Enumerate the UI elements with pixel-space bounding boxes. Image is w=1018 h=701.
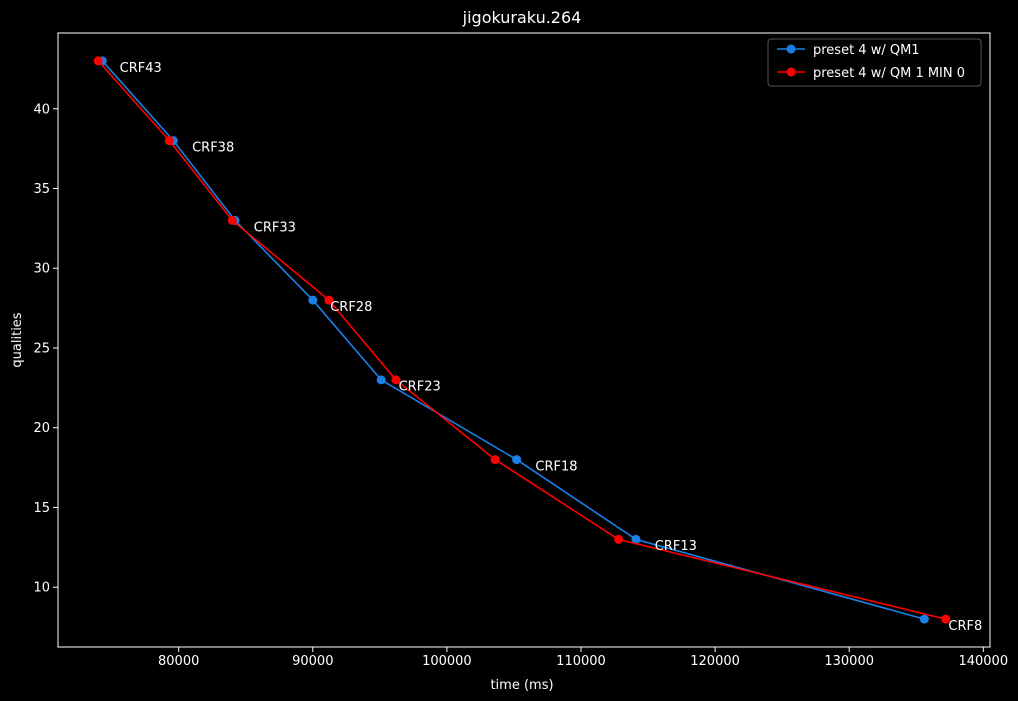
x-tick-label: 90000 [292, 654, 333, 669]
data-point [941, 614, 951, 624]
annotation-label: CRF33 [254, 220, 296, 235]
x-tick-label: 120000 [690, 654, 740, 669]
x-tick-label: 110000 [556, 654, 606, 669]
data-point [391, 375, 401, 385]
y-tick-label: 20 [33, 421, 50, 436]
x-tick-label: 80000 [158, 654, 199, 669]
series-2 [93, 56, 951, 624]
plot-area [93, 56, 951, 624]
series-line-2 [97, 60, 946, 620]
x-axis-label: time (ms) [490, 678, 553, 693]
data-point [614, 534, 624, 544]
data-point [512, 455, 522, 465]
crf-annotations: CRF43 CRF38 CRF33 CRF28 CRF23 CRF18 CRF13 CRF8 [120, 61, 983, 634]
data-point [490, 455, 500, 465]
legend-marker-2 [786, 67, 796, 77]
y-tick-label: 10 [33, 581, 50, 596]
y-tick-label: 30 [33, 262, 50, 277]
y-tick-label: 25 [33, 341, 50, 356]
annotation-label: CRF43 [120, 61, 162, 76]
annotation-label: CRF28 [330, 300, 372, 315]
annotation-label: CRF8 [948, 619, 982, 634]
annotation-label: CRF38 [192, 141, 234, 156]
series-line-1 [101, 60, 925, 620]
legend-marker-1 [786, 44, 796, 54]
chart-title: jigokuraku.264 [462, 8, 582, 27]
x-axis-ticks: 80000 90000 100000 110000 120000 130000 140000 [158, 647, 1008, 669]
data-point [227, 215, 237, 225]
x-tick-label: 130000 [824, 654, 874, 669]
data-point [93, 56, 103, 66]
annotation-label: CRF13 [655, 539, 697, 554]
axes-frame [57, 32, 991, 648]
x-tick-label: 140000 [958, 654, 1008, 669]
y-axis-ticks: 10 15 20 25 30 35 40 [33, 102, 58, 596]
data-point [164, 136, 174, 146]
y-tick-label: 40 [33, 102, 50, 117]
data-point [376, 375, 386, 385]
series-1 [97, 56, 929, 624]
annotation-label: CRF23 [399, 380, 441, 395]
y-tick-label: 15 [33, 501, 50, 516]
data-point [324, 295, 334, 305]
data-point [919, 614, 929, 624]
legend-label-1: preset 4 w/ QM1 [813, 43, 920, 58]
annotation-label: CRF18 [535, 459, 577, 474]
legend-label-2: preset 4 w/ QM 1 MIN 0 [813, 66, 965, 81]
data-point [308, 295, 318, 305]
y-axis-label: qualities [10, 312, 25, 367]
data-point [631, 534, 641, 544]
x-tick-label: 100000 [422, 654, 472, 669]
legend-box [767, 38, 982, 87]
legend: preset 4 w/ QM1 preset 4 w/ QM 1 MIN 0 [767, 38, 982, 87]
y-tick-label: 35 [33, 182, 50, 197]
